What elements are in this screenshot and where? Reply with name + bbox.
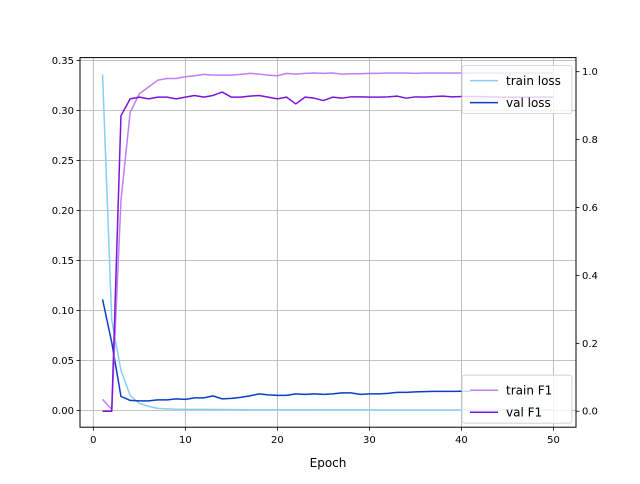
y-right-tick-label: 0.8: [582, 135, 598, 146]
y-left-tick-label: 0.05: [52, 356, 74, 367]
legends: train loss val loss train F1 val F1: [461, 65, 573, 424]
legend-label-train-loss: train loss: [506, 74, 561, 88]
y-left-tick-label: 0.35: [52, 56, 74, 67]
y-left-tick-label: 0.30: [52, 106, 74, 117]
y-right-tick-label: 0.0: [582, 407, 598, 418]
x-tick-label: 10: [179, 435, 192, 446]
legend-box: [461, 65, 573, 114]
x-tick-label: 30: [363, 435, 376, 446]
x-tick-label: 50: [547, 435, 560, 446]
y-left-tick-label: 0.00: [52, 406, 74, 417]
x-tick-label: 40: [455, 435, 468, 446]
legend-label-val-f1: val F1: [506, 406, 542, 420]
legend-top-right: train loss val loss: [461, 65, 573, 114]
x-axis: 0 10 20 30 40 50: [90, 427, 560, 446]
y-axis-right: 0.0 0.2 0.4 0.6 0.8 1.0: [576, 67, 598, 418]
legend-bottom-right: train F1 val F1: [461, 374, 573, 424]
grid: [80, 57, 576, 428]
legend-label-val-loss: val loss: [506, 96, 551, 110]
legend-box: [461, 374, 573, 424]
y-left-tick-label: 0.20: [52, 206, 74, 217]
y-left-tick-label: 0.15: [52, 256, 74, 267]
y-right-tick-label: 1.0: [582, 67, 598, 78]
x-tick-label: 20: [271, 435, 284, 446]
y-axis-left: 0.00 0.05 0.10 0.15 0.20 0.25 0.30 0.35: [52, 56, 80, 417]
x-tick-label: 0: [90, 435, 96, 446]
y-right-tick-label: 0.4: [582, 271, 598, 282]
series-line-val-loss: [101, 299, 471, 402]
legend-label-train-f1: train F1: [506, 384, 552, 398]
y-right-tick-label: 0.6: [582, 203, 598, 214]
plot-frame: [79, 57, 577, 428]
x-axis-label: Epoch: [310, 456, 347, 470]
y-left-tick-label: 0.10: [52, 306, 74, 317]
y-left-tick-label: 0.25: [52, 156, 74, 167]
y-right-tick-label: 0.2: [582, 339, 598, 350]
